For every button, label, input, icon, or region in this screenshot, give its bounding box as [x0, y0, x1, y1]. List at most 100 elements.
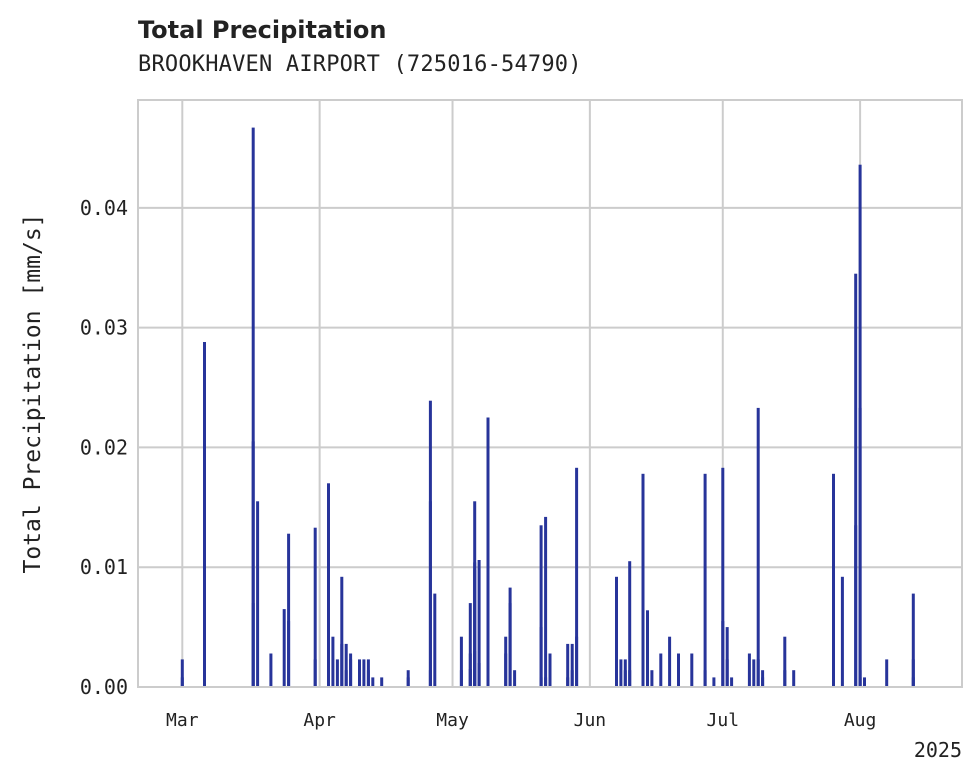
precip-bar [539, 525, 543, 687]
precip-bar [858, 407, 862, 687]
precip-bar [690, 653, 694, 687]
precip-bar [752, 659, 756, 687]
precip-bar [282, 609, 286, 687]
precip-bar [756, 407, 760, 687]
precip-bar [854, 273, 858, 687]
precip-bar [433, 593, 437, 687]
precip-bar [428, 670, 432, 687]
precip-bar [513, 670, 517, 687]
chart-subtitle: BROOKHAVEN AIRPORT (725016-54790) [138, 52, 582, 77]
precip-bar [331, 636, 335, 687]
precip-bar [313, 527, 317, 687]
plot-frame [137, 99, 963, 688]
precip-bar [287, 621, 291, 687]
precip-bar [570, 670, 574, 687]
precip-bar [468, 603, 472, 687]
precip-bar [725, 627, 729, 687]
bar-series [180, 127, 915, 688]
precip-bar [180, 659, 184, 687]
precip-bar [327, 483, 330, 687]
precip-bar [628, 561, 632, 687]
y-tick-label: 0.00 [80, 675, 128, 699]
precip-bar [703, 670, 707, 687]
precip-bar [575, 636, 579, 687]
precip-bar [358, 659, 361, 687]
precip-bar [623, 659, 627, 687]
precip-bar [677, 653, 680, 687]
precip-bar [548, 653, 552, 687]
precip-bar [840, 576, 844, 687]
x-tick-label: Jun [574, 710, 607, 731]
precip-bar [473, 501, 477, 687]
precip-bar [619, 659, 623, 687]
precip-bar [477, 560, 481, 687]
precip-bar [366, 670, 370, 687]
precip-bar [570, 643, 574, 687]
precip-bar [459, 636, 463, 687]
precip-bar [203, 659, 206, 687]
precip-bar [340, 576, 344, 687]
chart-title: Total Precipitation [138, 16, 387, 44]
precip-bar [650, 670, 654, 687]
precip-bar [668, 636, 672, 687]
precip-bar [539, 627, 543, 687]
precip-bar [703, 473, 707, 687]
precip-bar [508, 603, 512, 687]
x-axis-ticks: Mar Apr May Jun Jul Aug [166, 710, 876, 731]
precip-bar [575, 467, 579, 687]
precip-bar [885, 659, 889, 687]
precip-bar [362, 659, 366, 687]
precip-bar [783, 636, 787, 687]
precip-bar [911, 593, 915, 687]
precip-bar [486, 417, 490, 687]
precip-bar [371, 677, 375, 687]
precip-bar [380, 677, 384, 687]
precip-bar [544, 677, 548, 687]
x-axis-year-label: 2025 [914, 738, 962, 762]
precip-bar [641, 473, 645, 687]
precip-bar [544, 516, 548, 687]
precip-bar [344, 643, 348, 687]
y-axis-label: Total Precipitation [mm/s] [20, 213, 46, 573]
precip-bar [180, 677, 184, 687]
precip-bar [712, 677, 716, 687]
precip-bar [335, 659, 339, 687]
precip-bar [486, 670, 490, 687]
precip-bar [251, 603, 255, 687]
y-tick-label: 0.04 [80, 196, 128, 220]
precip-bar [287, 533, 291, 687]
precip-bar [832, 527, 835, 687]
precip-bar [344, 670, 348, 687]
precip-bar [566, 643, 570, 687]
precip-bar [251, 441, 255, 687]
precip-bar [659, 653, 663, 687]
precip-bar [313, 659, 317, 687]
x-tick-label: Jul [707, 710, 740, 731]
precip-bar [854, 525, 858, 687]
precip-bar [349, 659, 353, 687]
precip-bar [269, 653, 273, 687]
y-tick-label: 0.01 [80, 555, 128, 579]
precip-bar [858, 677, 862, 687]
precip-bar [761, 677, 765, 687]
precip-bar [428, 400, 432, 687]
grid-lines [138, 100, 962, 688]
x-tick-label: Apr [303, 710, 336, 731]
precip-bar [747, 653, 751, 687]
precip-bar [721, 467, 725, 687]
y-tick-label: 0.03 [80, 316, 128, 340]
x-tick-label: May [436, 710, 469, 731]
precip-bar [863, 677, 866, 687]
precip-bar [615, 576, 618, 687]
precip-bar [566, 677, 570, 687]
y-tick-label: 0.02 [80, 435, 128, 459]
precip-bar [256, 501, 260, 687]
precip-bar [783, 670, 787, 687]
precip-bar [251, 127, 255, 688]
precip-bar [504, 653, 508, 687]
precip-bar [459, 670, 463, 687]
precip-bar [646, 610, 649, 687]
x-tick-label: Aug [844, 710, 877, 731]
y-axis-ticks: 0.00 0.01 0.02 0.03 0.04 [80, 196, 128, 699]
